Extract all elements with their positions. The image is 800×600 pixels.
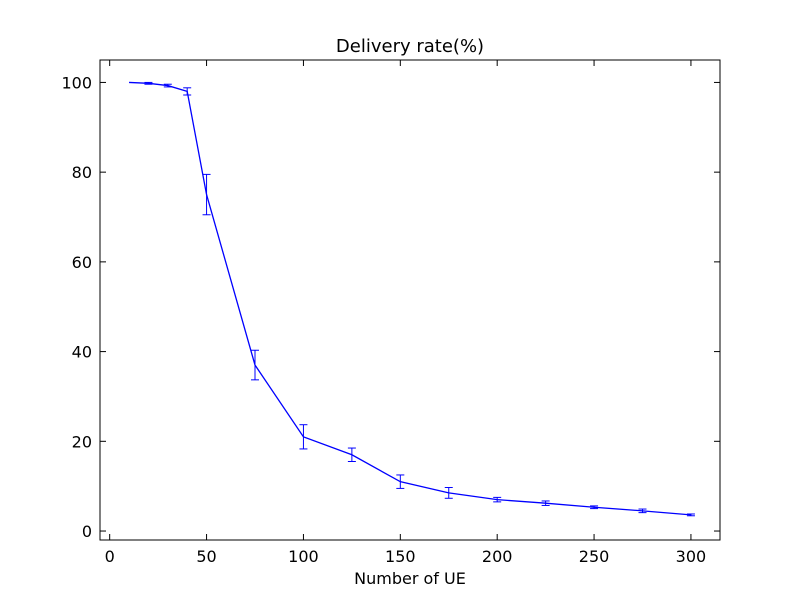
y-tick-label: 80 [72,163,92,182]
y-tick-label: 60 [72,253,92,272]
x-axis-label: Number of UE [354,569,466,588]
x-tick-label: 250 [579,547,610,566]
plot-area: 0 50 100 150 200 250 300 0 20 40 60 80 100 [61,59,721,566]
y-tick-label: 0 [82,522,92,541]
chart-title: Delivery rate(%) [336,36,484,57]
plot-frame [99,59,721,541]
y-tick-label: 40 [72,343,92,362]
y-tick-label: 100 [61,73,92,92]
x-tick-label: 200 [482,547,513,566]
series-line [129,81,691,516]
x-tick-label: 100 [288,547,319,566]
x-tick-label: 50 [196,547,216,566]
x-tick-label: 0 [105,547,115,566]
y-tick-label: 20 [72,432,92,451]
x-tick-label: 300 [676,547,707,566]
x-tick-label: 150 [385,547,416,566]
